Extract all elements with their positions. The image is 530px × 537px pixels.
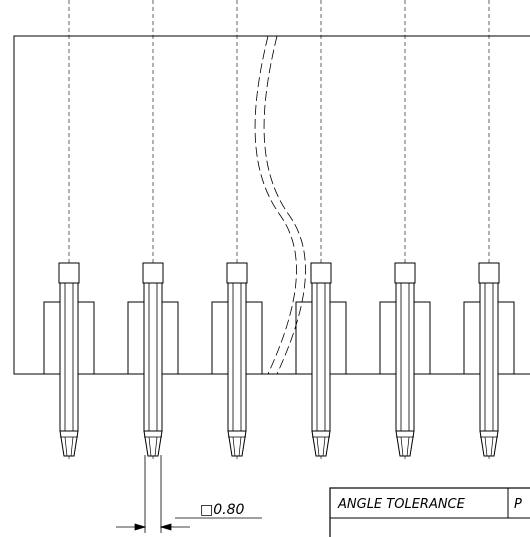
square-symbol: □ [200, 502, 213, 518]
pin-tip [311, 430, 331, 457]
pin-width-dimension [116, 455, 262, 533]
pin-tip [227, 430, 247, 457]
pin-tip-line [154, 436, 158, 457]
pin-tip [395, 430, 415, 457]
angle-tolerance-label: ANGLE TOLERANCE [337, 497, 466, 512]
pin [43, 262, 95, 457]
pin-tip [479, 430, 499, 457]
pin-tip-line [238, 436, 242, 457]
pin-tip-line [322, 436, 326, 457]
pin-tip-line [64, 436, 68, 457]
pin-width-value: 0.80 [213, 502, 244, 518]
pin-width-label: □0.80 [200, 502, 244, 518]
pin-shaft [395, 282, 415, 432]
housing-body [13, 35, 530, 375]
pin [127, 262, 179, 457]
pin-tip-line [400, 436, 404, 457]
pin-shaft [59, 282, 79, 432]
pin-top [478, 262, 500, 284]
pin-top [310, 262, 332, 284]
pin-shaft [227, 282, 247, 432]
pin-tip [59, 430, 79, 457]
pin-tip-line [148, 436, 152, 457]
pin-shaft [479, 282, 499, 432]
pin-top [58, 262, 80, 284]
pin-centerlines [68, 0, 490, 460]
pin-top [394, 262, 416, 284]
pin-tip-line [232, 436, 236, 457]
pin-tip [143, 430, 163, 457]
pin-top [226, 262, 248, 284]
pin [463, 262, 515, 457]
pin-shaft [143, 282, 163, 432]
pin-tip-line [484, 436, 488, 457]
pin [295, 262, 347, 457]
title-block [329, 487, 530, 537]
pin-top [142, 262, 164, 284]
pin [211, 262, 263, 457]
pin-tip-line [316, 436, 320, 457]
pin-tip-line [70, 436, 74, 457]
pin-tip-line [490, 436, 494, 457]
pin-tip-line [406, 436, 410, 457]
pin-shaft [311, 282, 331, 432]
pin-group [43, 262, 515, 457]
pin [379, 262, 431, 457]
break-line [254, 35, 306, 375]
title-block-truncated-cell: P [514, 497, 522, 512]
